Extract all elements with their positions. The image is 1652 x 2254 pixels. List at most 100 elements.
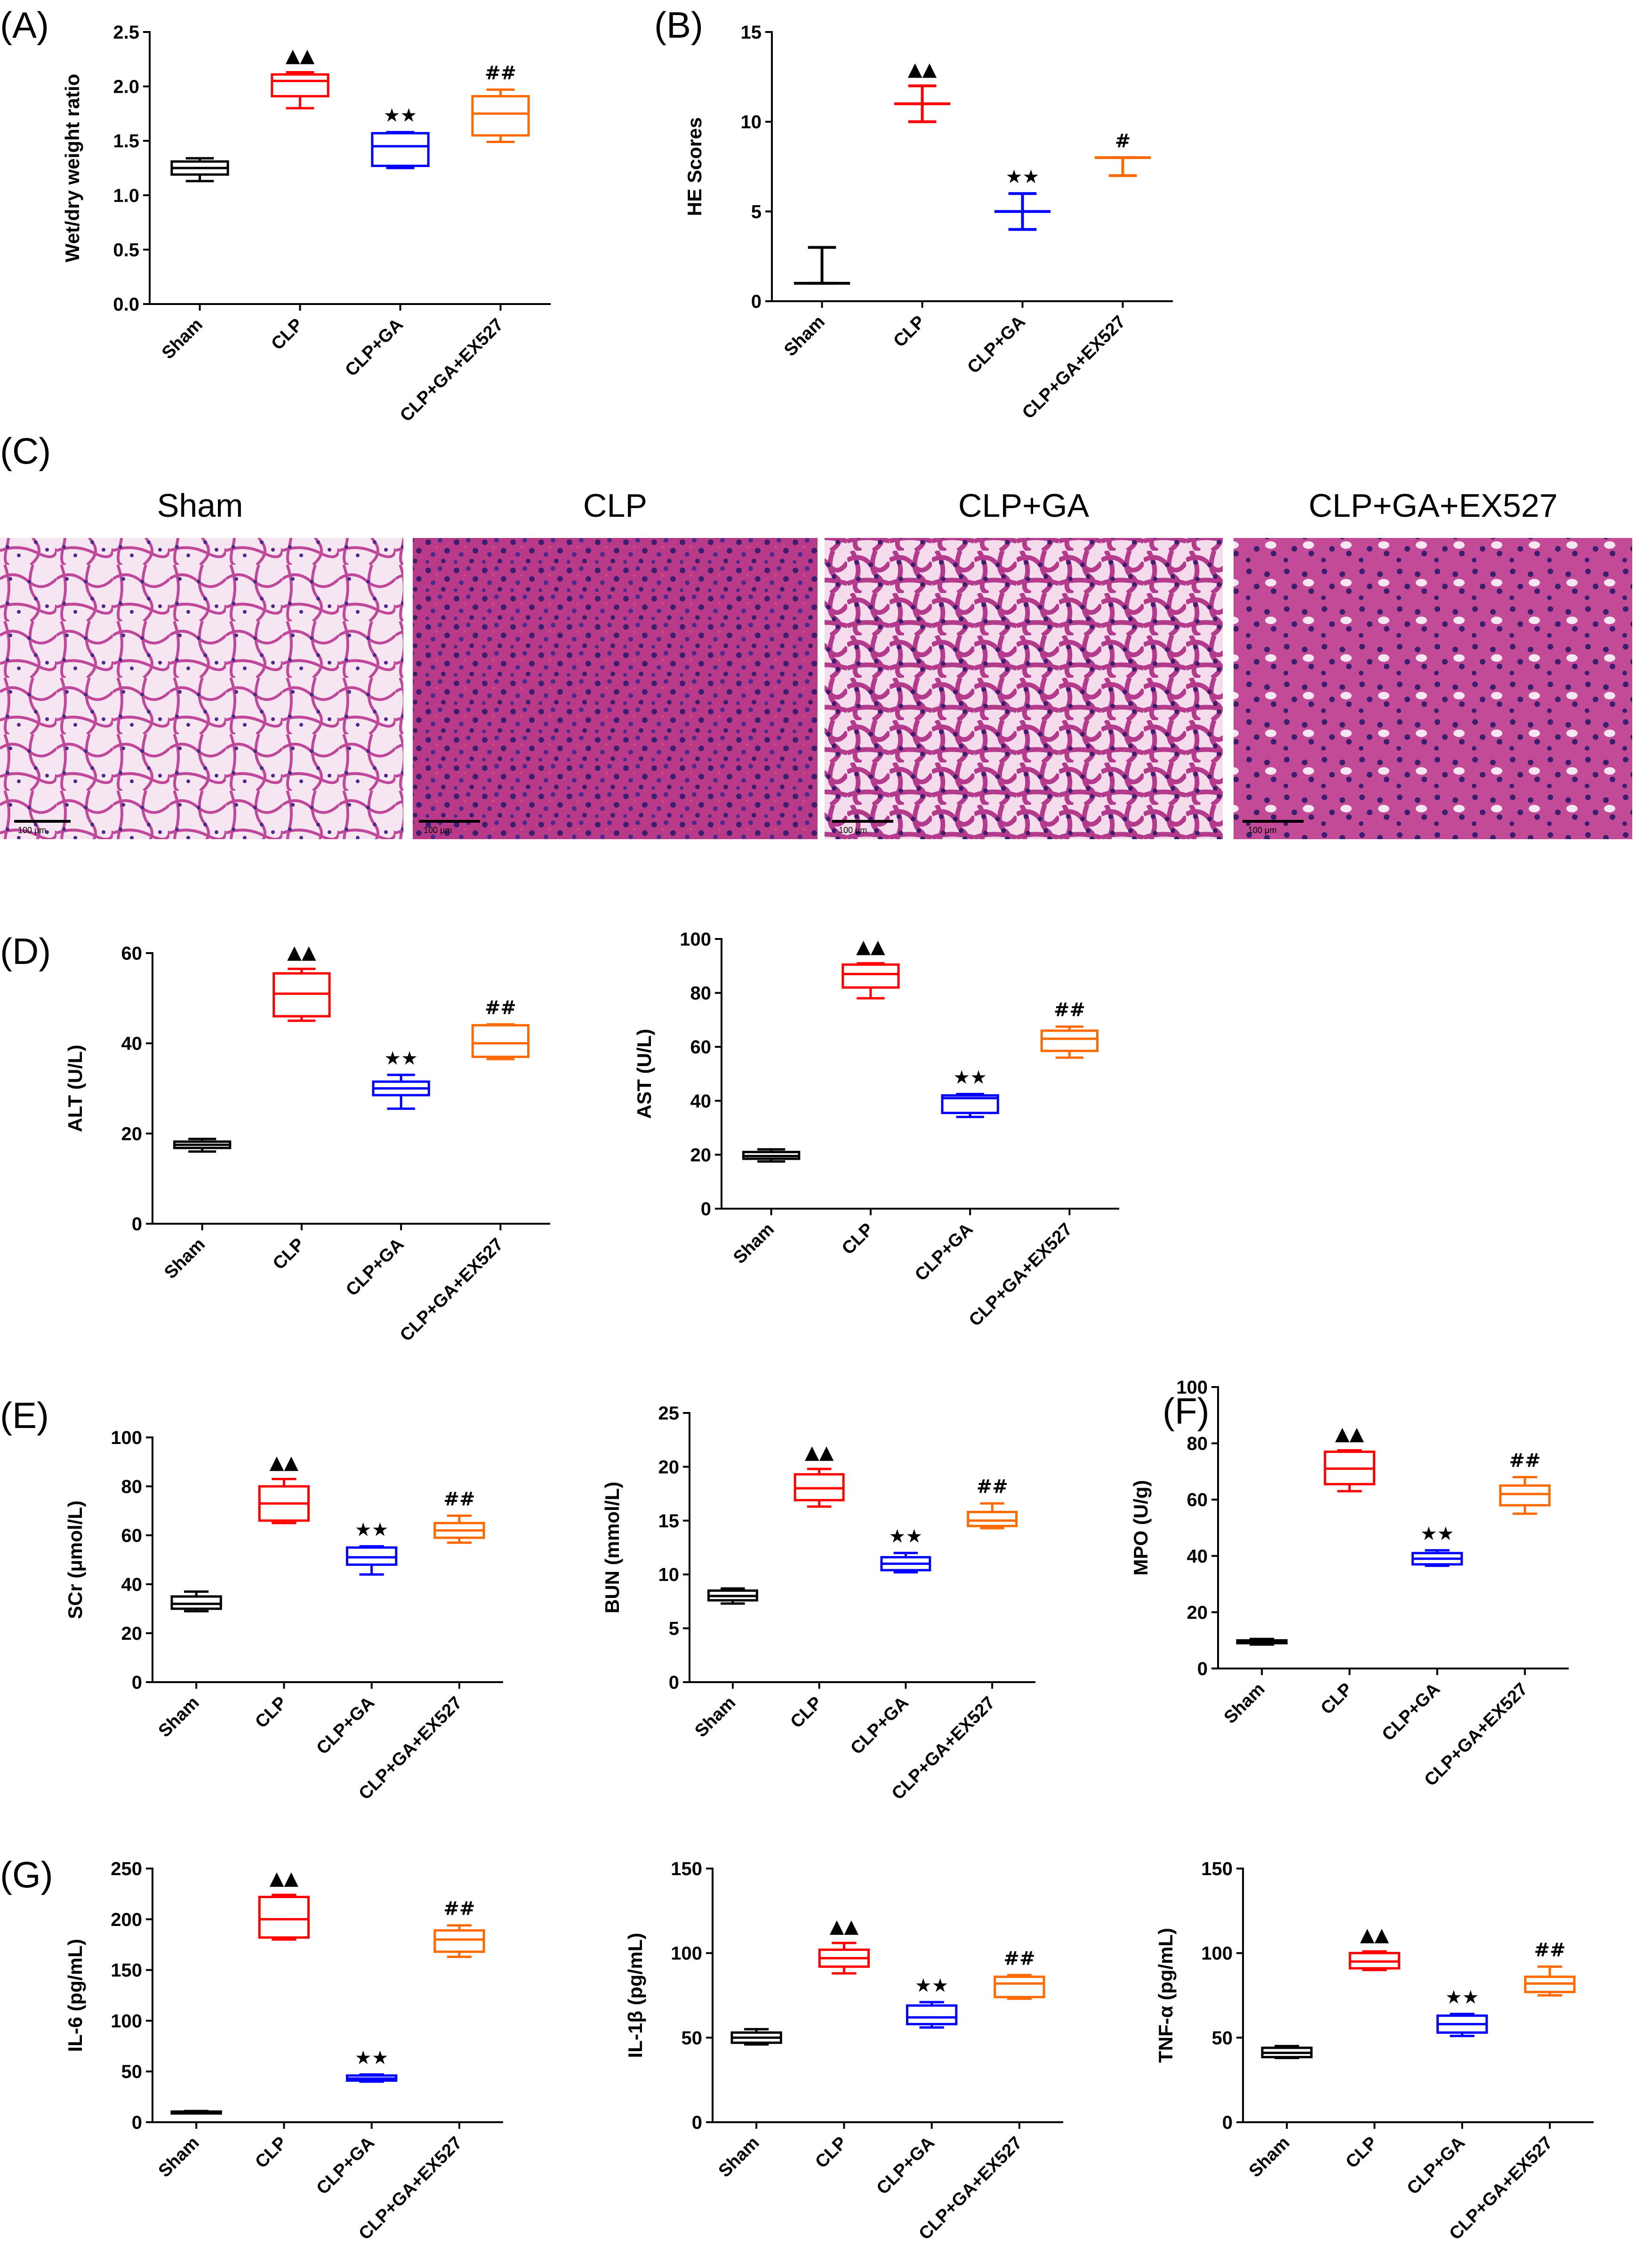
significance-marker: ##: [1509, 1450, 1540, 1471]
y-tick-label: 150: [1201, 1859, 1233, 1879]
panel-c-micrographs: (C) Sham CLP CLP+GA CLP+GA+EX527 100 μm …: [0, 430, 1632, 839]
y-tick-label: 2.5: [113, 22, 139, 43]
y-tick-label: 20: [1187, 1602, 1208, 1623]
chart-d2: 0 20 40 60 80 100 AST (U/L) Sham CLP CLP+GACLP+GA…: [633, 929, 1119, 1330]
mark-clp-ga-ex527: ##: [994, 1948, 1045, 2000]
y-tick-label: 0: [701, 1199, 711, 1219]
y-axis-label: SCr (μmol/L): [64, 1500, 86, 1619]
scale-bar-clp-ga-ex527: 100 μm: [1243, 820, 1304, 835]
mark-sham: [730, 2028, 782, 2046]
x-tick-label-clp-ga: CLP+GA: [1403, 2133, 1469, 2198]
y-axis-label: ALT (U/L): [64, 1045, 86, 1132]
y-tick-label: 20: [658, 1457, 680, 1477]
scale-bar-sham: 100 μm: [14, 820, 71, 835]
y-tick-label: 200: [111, 1909, 142, 1930]
x-tick-label-clp: CLP: [251, 2133, 290, 2172]
x-tick-label-sham: Sham: [730, 1219, 778, 1268]
panel-label-c: (C): [0, 430, 51, 472]
significance-marker: ▲▲: [805, 1442, 834, 1463]
micrograph-title-sham: Sham: [157, 487, 243, 524]
x-tick-label-clp: CLP: [890, 312, 929, 351]
mark-sham: [1236, 1637, 1288, 1646]
micrograph-title-clp: CLP: [583, 487, 647, 524]
y-tick-label: 40: [1187, 1546, 1208, 1567]
y-tick-label: 0: [692, 2112, 702, 2133]
mark-clp-ga-ex527: ##: [433, 1488, 485, 1544]
significance-marker: #: [1115, 130, 1131, 152]
y-tick-label: 150: [111, 1960, 142, 1981]
y-tick-label: 0: [132, 1672, 142, 1693]
y-tick-label: 40: [121, 1574, 143, 1595]
y-axis-label: IL-1β (pg/mL): [624, 1933, 646, 2058]
x-tick-label-sham: Sham: [155, 1693, 203, 1741]
x-tick-label-sham: Sham: [160, 1235, 209, 1283]
box-iqr: [941, 1094, 999, 1115]
x-tick-label-sham: Sham: [158, 315, 207, 363]
x-tick-label-sham: Sham: [715, 2133, 763, 2182]
y-tick-label: 60: [121, 1525, 143, 1546]
scale-bar-clp: 100 μm: [419, 820, 480, 835]
mark-clp-ga: ★★: [1436, 1987, 1488, 2037]
x-tick-label-clp: CLP: [1342, 2133, 1381, 2172]
mark-clp: ▲▲: [894, 58, 951, 123]
significance-marker: ##: [485, 63, 516, 84]
mark-clp-ga: ★★: [994, 166, 1051, 231]
y-tick-label: 60: [1187, 1490, 1208, 1510]
x-tick-label-sham: Sham: [155, 2133, 203, 2182]
significance-marker: ##: [485, 997, 516, 1019]
x-tick-label-clp: CLP: [269, 1235, 308, 1274]
y-tick-label: 5: [751, 201, 762, 222]
y-axis-label: AST (U/L): [633, 1029, 655, 1119]
y-tick-label: 0: [132, 2112, 142, 2133]
y-tick-label: 60: [690, 1037, 712, 1058]
significance-marker: ★★: [1006, 166, 1040, 188]
significance-marker: ##: [443, 1488, 475, 1510]
box-iqr: [258, 1895, 310, 1939]
charts-layer: (A) 0.0 0.5 1.0 1.5 2.0 2.5 Wet/dry weight rati…: [0, 4, 1594, 2244]
y-tick-label: 40: [690, 1091, 712, 1112]
svg-text:100 μm: 100 μm: [1248, 826, 1276, 835]
panel-label-d1: (D): [0, 930, 51, 972]
mark-sham: [794, 246, 850, 285]
mark-clp-ga-ex527: ##: [471, 997, 530, 1060]
chart-b: (B) 0 5 10 15 HE Scores Sham CLP CLP+GACLP+GA+EX…: [654, 4, 1173, 423]
mark-clp-ga: ★★: [1411, 1523, 1463, 1567]
box-iqr: [967, 1510, 1018, 1527]
svg-text:100 μm: 100 μm: [18, 826, 46, 835]
panel-label-g1: (G): [0, 1854, 53, 1895]
significance-marker: ▲▲: [286, 45, 315, 67]
y-tick-label: 60: [121, 943, 143, 964]
box-iqr: [906, 2004, 958, 2026]
significance-marker: ▲▲: [1335, 1423, 1364, 1445]
y-tick-label: 0: [1222, 2112, 1233, 2133]
box-iqr: [471, 95, 530, 137]
significance-marker: ▲▲: [287, 942, 316, 963]
micrograph-clp: [413, 538, 818, 839]
y-tick-label: 80: [690, 983, 712, 1004]
micrograph-title-clp-ga-ex527: CLP+GA+EX527: [1308, 487, 1557, 524]
micrograph-sham: [0, 538, 403, 839]
chart-d1: (D) 0 20 40 60 ALT (U/L) Sham CLP CLP+GACLP+GA+E…: [0, 930, 550, 1345]
significance-marker: ★★: [889, 1525, 923, 1547]
y-tick-label: 15: [658, 1511, 680, 1532]
mark-clp: ▲▲: [1323, 1423, 1376, 1492]
y-tick-label: 100: [1176, 1377, 1208, 1398]
significance-marker: ★★: [953, 1067, 987, 1088]
x-tick-label-clp: CLP: [838, 1219, 877, 1259]
box-iqr: [842, 963, 900, 989]
mark-sham: [170, 1590, 222, 1612]
y-tick-label: 1.5: [113, 131, 139, 152]
y-tick-label: 50: [682, 2028, 703, 2048]
x-tick-label-sham: Sham: [1245, 2133, 1294, 2182]
significance-marker: ▲▲: [908, 58, 937, 80]
y-tick-label: 10: [741, 112, 762, 133]
significance-marker: ▲▲: [830, 1916, 859, 1937]
x-tick-label-clp: CLP: [251, 1693, 290, 1732]
y-tick-label: 15: [741, 22, 762, 43]
mark-clp-ga-ex527: ##: [1524, 1939, 1576, 1997]
mark-clp-ga-ex527: ##: [471, 63, 530, 144]
y-tick-label: 0: [132, 1214, 142, 1235]
